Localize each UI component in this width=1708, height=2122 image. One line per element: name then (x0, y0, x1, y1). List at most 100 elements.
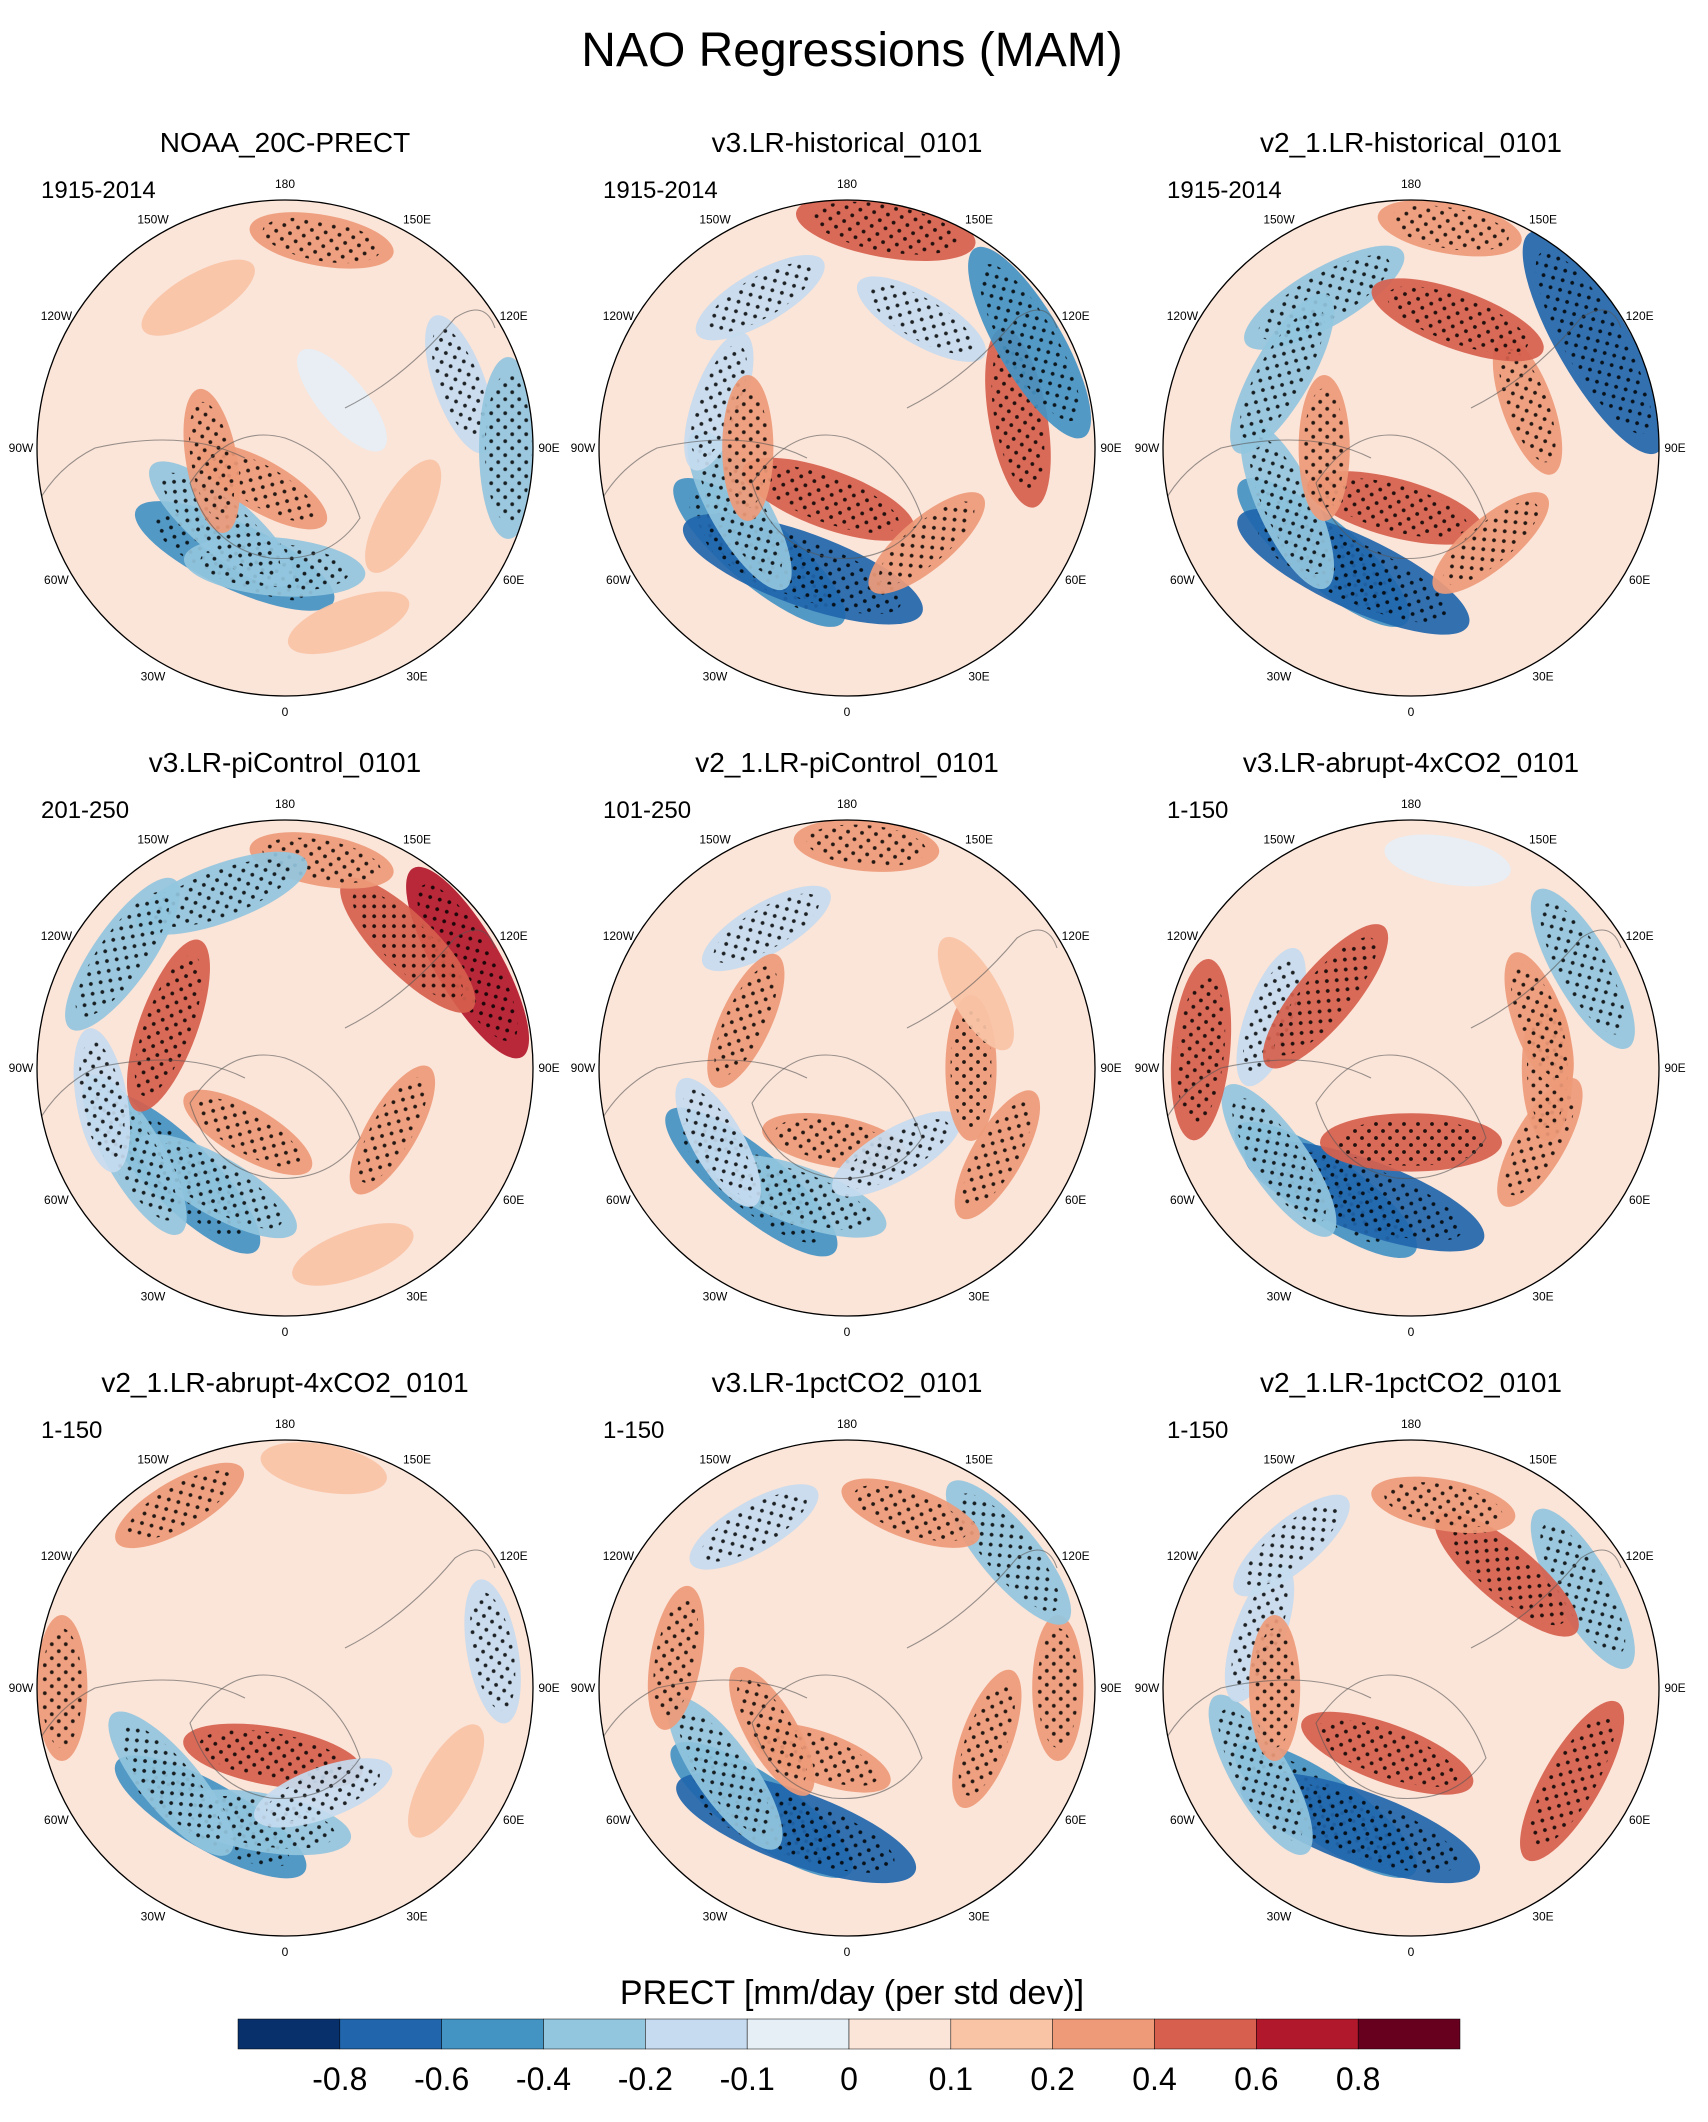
longitude-label: 90W (9, 1681, 34, 1695)
colorbar-tick-label: 0.1 (929, 2061, 973, 2097)
longitude-label: 60E (1065, 573, 1086, 587)
map-boundary (598, 819, 1096, 1317)
longitude-label: 0 (282, 1325, 289, 1339)
longitude-label: 180 (837, 177, 857, 191)
significance-stipple (690, 344, 747, 459)
map-panel: v3.LR-piControl_0101 201-250 180 150E 120E 90… (9, 747, 560, 1339)
coastline (1315, 1674, 1487, 1800)
coastline (1470, 929, 1622, 1029)
colorbar-tick-label: 0.6 (1234, 2061, 1278, 2097)
panel-title: v3.LR-piControl_0101 (149, 747, 421, 778)
coastline (599, 1059, 808, 1129)
longitude-label: 120E (1062, 1549, 1090, 1563)
coastline (189, 1054, 361, 1180)
longitude-label: 120E (500, 309, 528, 323)
coastline (599, 1679, 808, 1749)
anomaly-region (292, 1223, 414, 1286)
longitude-label: 120W (1167, 1549, 1199, 1563)
longitude-label: 60W (1170, 1193, 1195, 1207)
significance-stipple (853, 1485, 968, 1542)
map-panel: v3.LR-1pctCO2_0101 1-150 180 150E 120E 90E 60E… (571, 1367, 1122, 1959)
longitude-label: 60E (1629, 573, 1650, 587)
coastline (189, 434, 361, 560)
significance-stipple (151, 1143, 283, 1229)
longitude-label: 90W (1135, 441, 1160, 455)
significance-stipple (1037, 1628, 1079, 1748)
significance-stipple (1274, 937, 1377, 1056)
significance-stipple (189, 401, 235, 520)
coastline (1470, 1549, 1622, 1649)
map-field (1163, 820, 1659, 1316)
longitude-label: 150E (403, 832, 431, 846)
longitude-label: 180 (1401, 1417, 1421, 1431)
anomaly-region (365, 459, 442, 573)
longitude-label: 180 (837, 797, 857, 811)
coastline (906, 309, 1058, 409)
coastline (751, 1674, 923, 1800)
significance-stipple (1387, 286, 1529, 354)
map-panel: v3.LR-historical_0101 1915-2014 180 150E 120… (571, 127, 1122, 719)
significance-stipple (262, 217, 381, 264)
longitude-label: 30E (406, 1290, 427, 1304)
longitude-label: 30E (1532, 1290, 1553, 1304)
longitude-label: 150E (965, 1452, 993, 1466)
map-boundary (36, 1439, 534, 1937)
longitude-label: 150E (965, 832, 993, 846)
longitude-label: 150W (699, 1452, 731, 1466)
significance-stipple (1254, 1628, 1296, 1748)
significance-stipple (469, 1592, 516, 1711)
longitude-label: 120E (500, 1549, 528, 1563)
significance-stipple (1336, 1119, 1486, 1166)
longitude-label: 150E (965, 212, 993, 226)
significance-stipple (1232, 1097, 1326, 1224)
longitude-label: 120W (603, 1549, 635, 1563)
coastline (906, 929, 1058, 1029)
colorbar: PRECT [mm/day (per std dev)] -0.8 -0.6 -0.… (237, 1974, 1461, 2097)
longitude-label: 90W (1135, 1681, 1160, 1695)
coastline (37, 1059, 246, 1129)
longitude-label: 120E (1626, 309, 1654, 323)
colorbar-swatch (645, 2018, 748, 2050)
longitude-label: 120E (500, 929, 528, 943)
coastline (1163, 1679, 1372, 1749)
colorbar-tick-label: -0.2 (618, 2061, 673, 2097)
longitude-label: 30E (406, 1910, 427, 1924)
longitude-label: 90W (9, 441, 34, 455)
significance-stipple (417, 884, 518, 1042)
longitude-label: 30W (141, 1290, 166, 1304)
colorbar-tick-label: 0.2 (1030, 2061, 1074, 2097)
longitude-label: 60E (503, 1193, 524, 1207)
longitude-label: 150W (137, 1452, 169, 1466)
anomaly-region (260, 1442, 387, 1495)
significance-stipple (729, 1162, 871, 1230)
longitude-label: 120E (1626, 929, 1654, 943)
map-boundary (1162, 819, 1660, 1317)
colorbar-tick-label: -0.4 (516, 2061, 571, 2097)
panel-period: 201-250 (41, 797, 129, 824)
map-field (599, 820, 1095, 1316)
longitude-label: 60W (44, 1193, 69, 1207)
anomaly-region (141, 259, 255, 336)
significance-stipple (1322, 478, 1468, 538)
significance-stipple (1303, 388, 1345, 508)
longitude-label: 60E (1629, 1813, 1650, 1827)
longitude-label: 30W (141, 670, 166, 684)
colorbar-tick-label: -0.1 (720, 2061, 775, 2097)
map-field (1163, 200, 1659, 696)
significance-stipple (868, 284, 975, 354)
coastline (189, 1674, 361, 1800)
colorbar-tick-label: 0.8 (1336, 2061, 1380, 2097)
map-field (37, 820, 533, 1316)
significance-stipple (812, 201, 960, 255)
map-boundary (1162, 1439, 1660, 1937)
longitude-label: 0 (282, 1945, 289, 1959)
coastline (1315, 434, 1487, 560)
longitude-label: 30W (141, 1910, 166, 1924)
significance-stipple (1218, 1709, 1304, 1841)
longitude-label: 150W (137, 212, 169, 226)
longitude-label: 30E (968, 1910, 989, 1924)
longitude-label: 150W (699, 212, 731, 226)
map-boundary (598, 1439, 1096, 1937)
colorbar-swatch (950, 2018, 1053, 2050)
